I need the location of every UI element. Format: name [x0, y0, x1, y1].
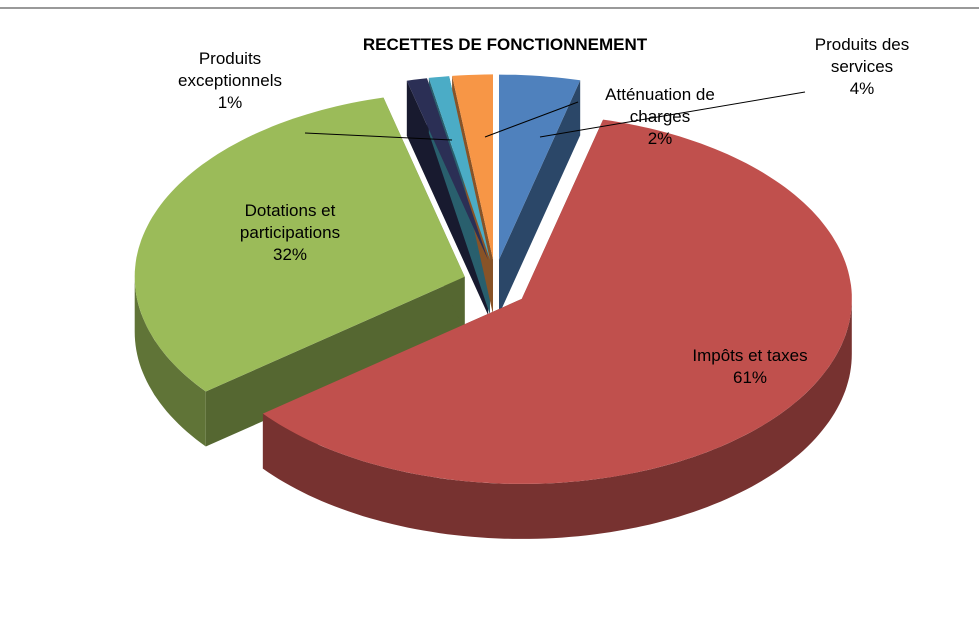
leader-line — [484, 101, 579, 138]
category-label: Dotations et participations — [239, 201, 341, 242]
slice — [262, 119, 852, 484]
data-label: Produits des services 4% — [797, 34, 927, 100]
value-label: 61% — [732, 368, 768, 387]
slice-side — [205, 276, 465, 447]
category-label: Atténuation de charges — [605, 85, 715, 126]
slice — [406, 78, 489, 260]
slice-wall — [134, 276, 206, 447]
slices — [134, 74, 852, 539]
slice — [452, 74, 493, 260]
slice-side — [499, 80, 581, 315]
data-label: Produits exceptionnels 1% — [155, 48, 305, 114]
category-label: Produits des services — [814, 35, 910, 76]
leader-line — [539, 91, 806, 138]
category-label: Produits exceptionnels — [178, 49, 282, 90]
value-label: 2% — [647, 129, 673, 148]
leader-line — [304, 132, 453, 141]
value-label: 1% — [217, 93, 243, 112]
slice — [428, 76, 490, 260]
data-label: Impôts et taxes 61% — [650, 345, 850, 389]
data-label: Atténuation de charges 2% — [580, 84, 740, 150]
data-label: Dotations et participations 32% — [200, 200, 380, 266]
chart-title: RECETTES DE FONCTIONNEMENT — [362, 35, 648, 54]
slice-wall — [262, 298, 852, 539]
slice — [134, 97, 465, 392]
value-label: 4% — [849, 79, 875, 98]
slice — [499, 74, 581, 260]
category-label: Impôts et taxes — [692, 346, 808, 365]
value-label: 32% — [272, 245, 308, 264]
